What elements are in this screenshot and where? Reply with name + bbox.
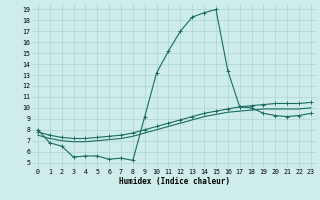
X-axis label: Humidex (Indice chaleur): Humidex (Indice chaleur) — [119, 177, 230, 186]
